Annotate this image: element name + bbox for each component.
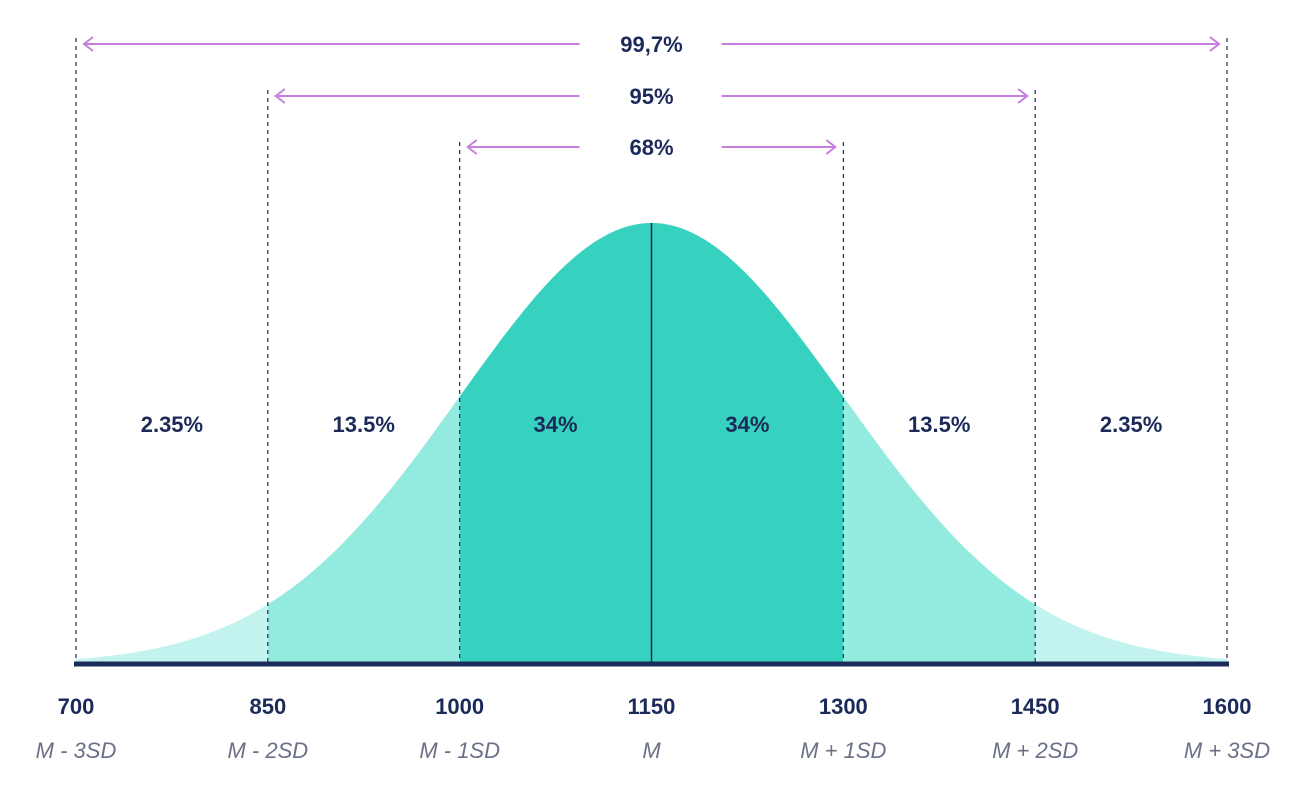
band-percent-label: 34%	[534, 412, 578, 437]
range-arrow-1: 99,7%	[82, 32, 1221, 57]
band-percentages: 2.35% 13.5% 34% 34% 13.5% 2.35%	[141, 412, 1163, 437]
range-arrow-3: 68%	[466, 135, 837, 160]
x-tick-value: 1450	[1011, 694, 1060, 719]
area-right-tail	[1035, 604, 1227, 664]
range-arrow-left-head	[274, 88, 286, 104]
x-tick-sd-label: M - 2SD	[227, 738, 308, 763]
x-tick-value: 1300	[819, 694, 868, 719]
x-tick-value: 1000	[435, 694, 484, 719]
x-tick-sd-label: M	[642, 738, 661, 763]
range-arrow-right-head	[1209, 36, 1221, 52]
x-tick-sd-label: M + 3SD	[1184, 738, 1270, 763]
range-arrow-2: 95%	[274, 84, 1029, 109]
range-arrow-right-head	[825, 139, 837, 155]
area-left-tail	[76, 604, 268, 664]
guide-lines	[75, 38, 1228, 664]
x-tick-sd-label: M + 1SD	[800, 738, 886, 763]
x-tick-sd-label: M - 1SD	[419, 738, 500, 763]
x-tick-value: 700	[58, 694, 95, 719]
x-axis-labels: 700 M - 3SD 850 M - 2SD 1000 M - 1SD 1150 M 1300…	[36, 694, 1271, 763]
area-right-2sd	[843, 396, 1036, 664]
range-arrow-left-head	[82, 36, 94, 52]
x-tick-sd-label: M + 2SD	[992, 738, 1078, 763]
area-left-1sd	[459, 223, 652, 664]
x-tick-value: 1600	[1203, 694, 1252, 719]
range-label: 68%	[629, 135, 673, 160]
range-arrows: 99,7% 95% 68%	[82, 32, 1221, 160]
band-percent-label: 2.35%	[1100, 412, 1162, 437]
range-label: 99,7%	[620, 32, 682, 57]
band-percent-label: 13.5%	[908, 412, 970, 437]
x-tick-value: 1150	[628, 694, 676, 719]
range-arrow-left-head	[466, 139, 478, 155]
range-arrow-right-head	[1017, 88, 1029, 104]
area-right-1sd	[651, 223, 844, 664]
x-tick-value: 850	[249, 694, 286, 719]
band-percent-label: 34%	[725, 412, 769, 437]
distribution-areas	[74, 223, 1229, 667]
x-tick-sd-label: M - 3SD	[36, 738, 117, 763]
band-percent-label: 13.5%	[333, 412, 395, 437]
band-percent-label: 2.35%	[141, 412, 203, 437]
range-label: 95%	[629, 84, 673, 109]
area-left-2sd	[267, 396, 460, 664]
